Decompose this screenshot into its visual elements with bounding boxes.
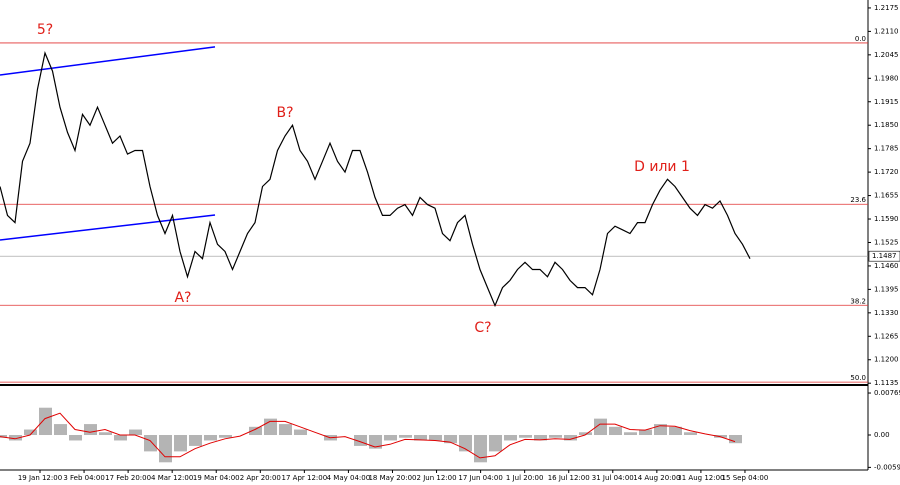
x-tick-label: 17 Jun 04:00 [458, 474, 502, 482]
y-tick-label: 0.00769 [874, 389, 900, 397]
y-tick-label: 1.2045 [874, 51, 899, 59]
x-tick-label: 31 Aug 12:00 [677, 474, 724, 482]
histogram-bar [279, 424, 292, 436]
histogram-bar [174, 435, 187, 452]
y-tick-label: 1.1980 [874, 74, 899, 82]
x-tick-label: 17 Feb 20:00 [105, 474, 151, 482]
wave-label: D или 1 [634, 159, 690, 175]
histogram-bar [39, 407, 52, 436]
fib-label: 23.6 [850, 196, 866, 204]
histogram-bar [144, 435, 157, 452]
histogram-bar [369, 435, 382, 449]
y-tick-label: 1.2175 [874, 4, 899, 12]
price-box [868, 250, 900, 262]
trendline [0, 46, 216, 76]
histogram-bar [594, 418, 607, 436]
x-tick-label: 14 Aug 20:00 [633, 474, 680, 482]
y-tick-label: 1.1200 [874, 356, 899, 364]
y-tick-label: 1.1460 [874, 262, 899, 270]
histogram-bar [519, 435, 532, 438]
signal-line [0, 412, 736, 459]
wave-label: A? [174, 290, 191, 306]
y-tick-label: 1.1395 [874, 285, 899, 293]
y-tick-label: 1.1525 [874, 238, 899, 246]
histogram-bar [489, 435, 502, 452]
x-tick-label: 18 May 20:00 [368, 474, 416, 482]
histogram-bar [684, 432, 697, 436]
histogram-bar [294, 429, 307, 436]
histogram-bar [384, 435, 397, 441]
histogram-bar [249, 426, 262, 436]
x-tick-label: 19 Mar 04:00 [193, 474, 240, 482]
histogram-bar [429, 435, 442, 441]
y-tick-label: 1.1265 [874, 332, 899, 340]
histogram-bar [114, 435, 127, 441]
histogram-bar [579, 432, 592, 436]
x-tick-label: 4 May 04:00 [327, 474, 371, 482]
x-tick-label: 3 Feb 04:00 [63, 474, 104, 482]
y-tick-label: 1.1850 [874, 121, 899, 129]
y-tick-label: 1.1590 [874, 215, 899, 223]
fib-label: 38.2 [850, 297, 866, 305]
histogram-bar [219, 435, 232, 438]
histogram-bar [669, 426, 682, 436]
x-tick-label: 16 Jul 12:00 [548, 474, 590, 482]
histogram-bar [0, 435, 7, 438]
histogram-bar [84, 424, 97, 436]
fib-label: 0.0 [855, 35, 866, 43]
histogram-bar [654, 424, 667, 436]
histogram-bar [399, 435, 412, 438]
y-tick-label: 1.1655 [874, 192, 899, 200]
x-tick-label: 4 Mar 12:00 [151, 474, 193, 482]
histogram-bar [9, 435, 22, 441]
histogram-bar [99, 432, 112, 436]
wave-label: 5? [37, 22, 53, 38]
histogram-bar [354, 435, 367, 446]
x-tick-label: 31 Jul 04:00 [592, 474, 634, 482]
histogram-bar [609, 426, 622, 436]
histogram-bar [534, 435, 547, 441]
fib-label: 50.0 [850, 374, 866, 382]
current-price-label: 1.1487 [872, 252, 897, 260]
y-tick-label: 1.1135 [874, 379, 899, 387]
histogram-bar [54, 424, 67, 436]
wave-label: C? [474, 320, 491, 336]
histogram-bar [564, 435, 577, 441]
price-line [0, 50, 751, 308]
histogram-bar [69, 435, 82, 441]
x-tick-label: 15 Sep 04:00 [722, 474, 769, 482]
histogram-bar [129, 429, 142, 436]
histogram-bar [444, 435, 457, 444]
histogram-bar [549, 435, 562, 438]
y-tick-label: 0.00 [874, 431, 890, 439]
histogram-bar [729, 435, 742, 444]
x-tick-label: 17 Apr 12:00 [282, 474, 328, 482]
y-tick-label: 1.1785 [874, 145, 899, 153]
y-tick-label: 1.1915 [874, 98, 899, 106]
wave-label: B? [276, 105, 293, 121]
x-tick-label: 19 Jan 12:00 [18, 474, 62, 482]
histogram-bar [474, 435, 487, 463]
x-tick-label: 2 Apr 20:00 [240, 474, 281, 482]
histogram-bar [639, 429, 652, 436]
histogram-bar [204, 435, 217, 441]
y-tick-label: 1.1720 [874, 168, 899, 176]
histogram-bar [624, 432, 637, 436]
histogram-bar [189, 435, 202, 446]
trendline [0, 214, 216, 241]
y-tick-label: 1.1330 [874, 309, 899, 317]
y-tick-label: -0.00593 [874, 463, 900, 471]
histogram-bar [159, 435, 172, 463]
histogram-bar [504, 435, 517, 441]
x-tick-label: 1 Jul 20:00 [506, 474, 544, 482]
histogram-bar [24, 429, 37, 436]
x-tick-label: 2 Jun 12:00 [417, 474, 457, 482]
histogram-bar [414, 435, 427, 441]
y-tick-label: 1.2110 [874, 27, 899, 35]
